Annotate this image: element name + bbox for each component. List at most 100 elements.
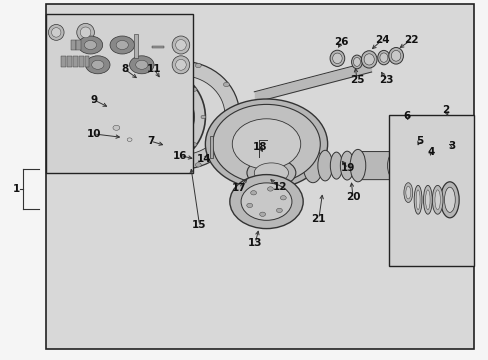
Bar [71,40,76,50]
Text: 6: 6 [403,111,409,121]
Circle shape [116,88,121,91]
Ellipse shape [330,152,342,179]
Bar [67,56,72,67]
Ellipse shape [317,150,332,181]
Text: 4: 4 [427,147,434,157]
Circle shape [122,113,127,117]
Text: 18: 18 [252,142,267,152]
Circle shape [229,175,303,229]
Circle shape [162,136,170,141]
Ellipse shape [405,186,410,199]
Ellipse shape [403,183,412,202]
Bar [46,14,193,173]
Circle shape [139,71,144,74]
Text: 21: 21 [311,214,325,224]
Text: 17: 17 [231,183,245,193]
Circle shape [234,113,240,117]
Circle shape [129,56,154,74]
Circle shape [139,160,144,163]
Text: 23: 23 [378,75,393,85]
Circle shape [113,125,120,130]
Text: 24: 24 [374,35,389,45]
Circle shape [267,187,273,191]
Text: 22: 22 [404,35,418,45]
Text: 1: 1 [13,184,20,194]
Ellipse shape [175,40,186,50]
Circle shape [259,212,265,216]
Ellipse shape [329,50,344,67]
Circle shape [250,191,256,195]
Circle shape [223,144,229,148]
Circle shape [160,63,166,68]
Bar [176,82,181,89]
Text: 2: 2 [442,105,448,115]
Text: 15: 15 [192,220,206,230]
Circle shape [212,104,320,184]
Ellipse shape [440,182,458,218]
Ellipse shape [444,187,454,212]
Text: 20: 20 [345,192,360,202]
Text: 9: 9 [91,95,98,105]
Text: 7: 7 [146,136,154,146]
Text: 3: 3 [448,141,455,151]
Bar [61,56,66,67]
Ellipse shape [361,51,376,68]
FancyBboxPatch shape [74,86,175,98]
Bar [210,136,213,158]
Ellipse shape [122,61,239,169]
Text: 14: 14 [197,154,211,164]
Ellipse shape [51,28,61,37]
Ellipse shape [69,79,82,112]
Circle shape [71,105,74,107]
Ellipse shape [351,55,362,69]
Ellipse shape [340,151,353,180]
Ellipse shape [48,24,64,40]
Ellipse shape [303,149,322,183]
Bar [388,115,473,266]
Circle shape [241,183,291,220]
Text: 11: 11 [146,64,161,74]
Ellipse shape [175,59,186,70]
Circle shape [223,82,229,87]
Ellipse shape [107,68,205,166]
Circle shape [168,71,173,74]
Ellipse shape [379,53,387,62]
Circle shape [107,115,112,119]
Ellipse shape [353,58,360,66]
Ellipse shape [431,185,442,214]
Bar [185,83,190,90]
Circle shape [92,60,104,69]
Bar [73,56,78,67]
Circle shape [246,203,252,208]
Ellipse shape [388,48,403,64]
Circle shape [232,119,300,169]
Circle shape [205,99,327,189]
Circle shape [132,82,138,87]
Ellipse shape [386,153,399,178]
Bar [84,56,89,67]
Ellipse shape [413,185,421,214]
Circle shape [192,88,197,91]
Text: 16: 16 [172,150,187,161]
Text: 10: 10 [86,129,101,139]
Circle shape [116,143,121,146]
Ellipse shape [332,53,342,64]
Circle shape [110,123,122,132]
Bar [79,56,83,67]
Circle shape [192,143,197,146]
Circle shape [77,105,80,107]
Ellipse shape [423,185,431,214]
Text: 8: 8 [121,64,128,74]
Circle shape [85,56,110,74]
Text: 25: 25 [349,75,364,85]
Circle shape [78,36,102,54]
Circle shape [276,208,282,212]
Bar [151,46,163,48]
Ellipse shape [415,190,419,210]
Circle shape [84,41,96,50]
Ellipse shape [377,50,389,65]
Ellipse shape [64,72,87,119]
Circle shape [195,63,201,68]
Circle shape [77,84,80,86]
Ellipse shape [364,54,373,65]
